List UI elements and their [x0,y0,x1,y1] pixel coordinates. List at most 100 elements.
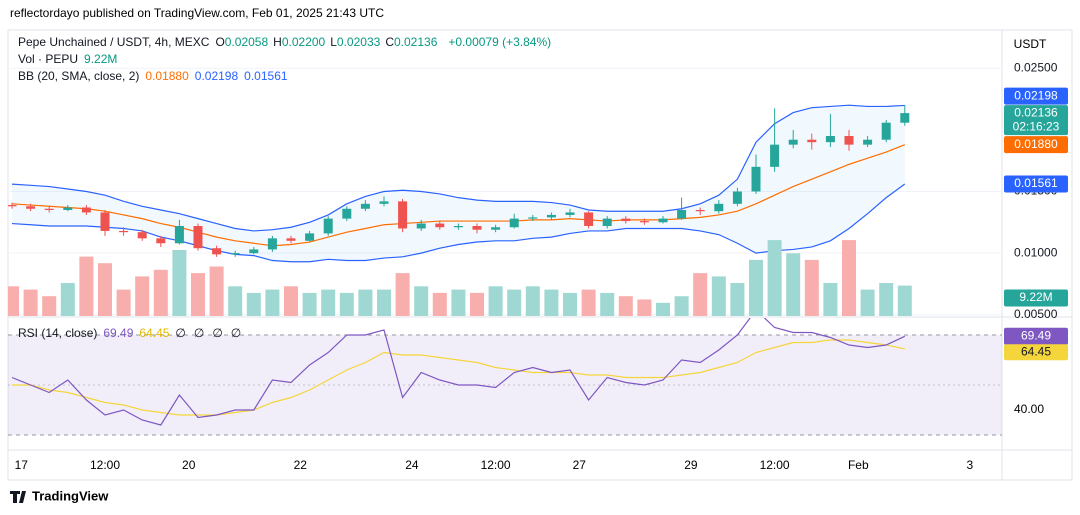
candle-body [472,226,482,230]
candle-body [825,136,835,143]
x-tick-label: 22 [294,458,308,472]
candle-body [398,201,408,229]
ohlc-value: 0.02058 [224,35,269,49]
rsi-value: 69.49 [103,326,134,340]
ohlc: O0.02058 H0.02200 L0.02033 C0.02136 [215,35,442,49]
volume-bar [377,289,391,316]
volume-bar [302,292,317,316]
axes: 0.025000.015000.010000.005001712:0020222… [15,60,1068,472]
bb-middle-label: 0.01880 [1014,137,1058,151]
candle-body [8,205,17,207]
volume-bar [116,289,131,316]
candle-body [863,139,873,145]
candle-body [267,238,277,250]
volume-bar [581,289,596,316]
volume-bar [153,269,168,316]
volume-bar [265,289,280,316]
candle-body [546,214,556,218]
rsi-extra-item: ∅ [212,326,223,340]
candle-body [881,122,891,140]
bb-name: BB (20, SMA, close, 2) [18,69,140,83]
y-tick-label: 0.02500 [1014,60,1058,74]
candle-body [156,238,166,244]
footer-brand: TradingView [32,488,109,503]
volume-bar [414,286,429,316]
volume-bar [79,256,94,316]
candle-body [770,144,780,167]
candle-body [639,221,649,223]
candle-body [900,113,910,123]
candle-body [491,227,501,230]
volume-bar [711,276,726,316]
rsi-ma-label-box [1004,344,1068,361]
x-tick-label: 24 [405,458,419,472]
legend-symbol: Pepe Unchained / USDT, 4h, MEXC O0.02058 H… [18,35,557,49]
rsi-ma-line [12,339,905,416]
volume-bar [8,286,19,316]
candle-body [528,217,538,219]
candle-body [305,233,315,241]
rsi-ma: 64.45 [139,326,170,340]
rsi-pane [8,318,1002,436]
x-tick-label: 12:00 [760,458,790,472]
candle-body [658,218,668,223]
rsi-tick-label: 40.00 [1014,402,1044,416]
bb-middle [11,144,906,247]
vol-value: 9.22M [84,52,118,66]
volume-bar [637,299,652,316]
volume-bar [358,289,373,316]
volume-bar [693,273,708,316]
candle-body [360,203,370,209]
x-tick-label: Feb [848,458,869,472]
volume-bar [804,259,819,316]
volume-bar [525,286,540,316]
candle-body [230,253,240,255]
rsi-label: 69.49 [1021,328,1051,342]
rsi-extra-item: ∅ [230,326,242,340]
rsi-band [8,335,1002,435]
candle-body [509,218,519,228]
change: +0.00079 (+3.84%) [448,35,552,49]
ohlc-key: O [215,35,225,49]
volume-bar [339,292,354,316]
candle-body [751,166,761,192]
symbol: Pepe Unchained / USDT, 4h, MEXC [18,35,210,49]
bb-upper-label: 0.02198 [1014,88,1058,102]
volume-bar [674,296,689,316]
candle-body [844,136,854,145]
candle-body [714,203,724,212]
candle-body [435,223,445,228]
bb-lower-label: 0.01561 [1014,176,1058,190]
candle-body [44,208,54,210]
x-tick-label: 27 [573,458,587,472]
volume-bar [786,253,801,316]
y-tick-label: 0.01000 [1014,245,1058,259]
candle-body [81,207,91,213]
price-pane [8,67,1002,316]
x-tick-label: 12:00 [90,458,120,472]
rsi-label-box [1004,327,1068,345]
candle-body [453,226,463,228]
candle-body [584,212,594,227]
volume-bar [395,273,410,316]
countdown: 02:16:23 [1013,119,1060,133]
candle-body [119,230,129,233]
candle-body [565,212,575,215]
rsi-line [11,318,906,426]
volume-bar [246,292,261,316]
bb-upper: 0.02198 [194,69,239,83]
rsi-extra: ∅ ∅ ∅ ∅ [175,326,249,340]
bb-fill [12,105,905,262]
rsi-ma-label: 64.45 [1021,344,1051,358]
candle-body [807,139,817,143]
volume-bar [321,289,336,316]
candle-body [677,209,687,219]
published: reflectordayo published on TradingView.c… [10,6,384,20]
ohlc-value: 0.02136 [393,35,438,49]
volume-bar [544,289,559,316]
bb-upper-label-box [1004,87,1068,105]
volume-bar [842,240,856,316]
legend-bb: BB (20, SMA, close, 2) 0.01880 0.02198 0.01… [18,69,294,83]
